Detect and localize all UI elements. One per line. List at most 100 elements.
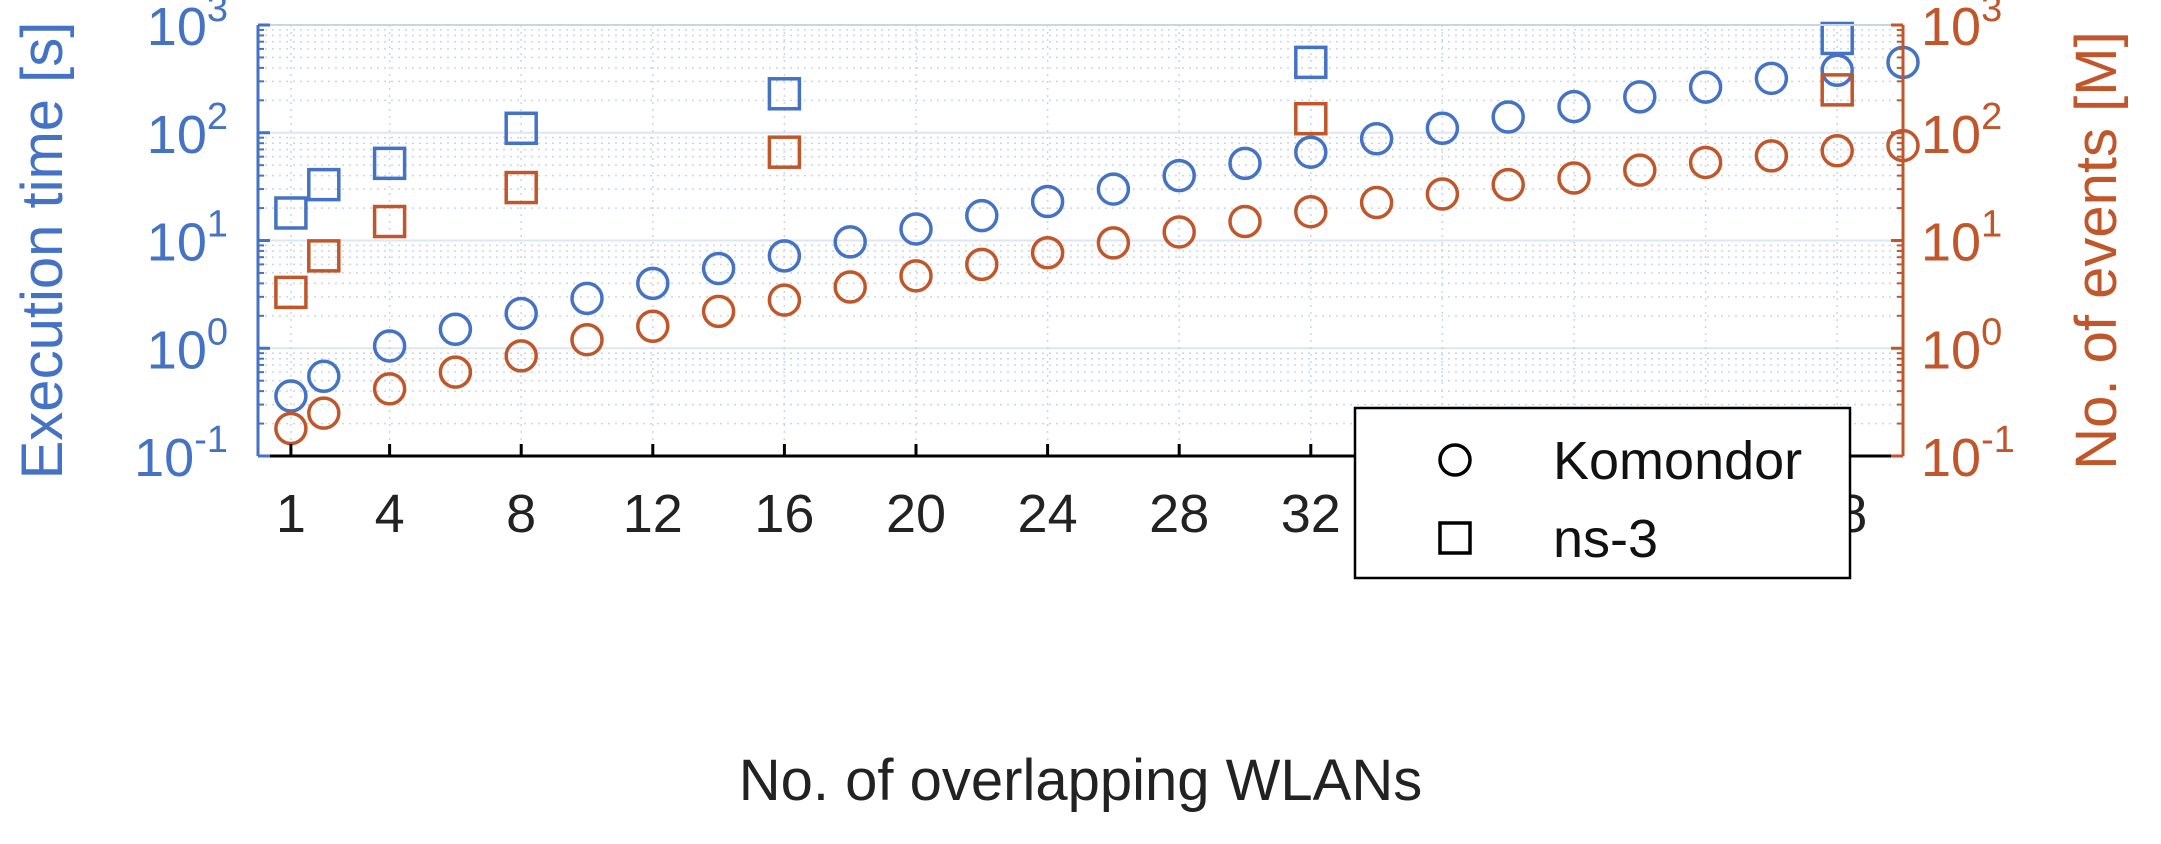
right-y-tick-label: 103 [1921, 0, 2002, 57]
data-point [372, 204, 407, 239]
data-point [636, 309, 670, 344]
legend-marker-square [1438, 521, 1472, 555]
x-tick-label: 28 [1149, 484, 1209, 544]
series-ns-3-right [274, 73, 1854, 310]
data-point [504, 111, 538, 146]
data-point [1754, 139, 1789, 173]
data-point [1491, 100, 1525, 134]
data-point [1096, 172, 1131, 206]
left-y-tick-label: 102 [147, 96, 228, 165]
x-tick-label: 20 [886, 484, 946, 544]
data-point [1294, 135, 1328, 169]
right-y-tick-label: 101 [1921, 204, 2002, 273]
left-y-tick-label: 101 [147, 204, 228, 273]
x-tick-label: 8 [506, 484, 536, 544]
legend-box [1353, 406, 1852, 580]
x-tick-label: 16 [754, 484, 814, 544]
data-point [636, 266, 670, 301]
data-point [274, 275, 308, 310]
data-point [1359, 121, 1394, 156]
data-point [438, 312, 473, 347]
left-y-axis-label: Execution time [s] [10, 22, 75, 480]
x-tick-label: 1 [276, 484, 306, 544]
legend-label: Komondor [1553, 431, 1802, 491]
data-point [767, 239, 802, 273]
data-point [1623, 80, 1657, 114]
data-point [1820, 73, 1854, 107]
data-point [307, 239, 341, 273]
data-point [570, 281, 604, 316]
x-tick-label: 32 [1281, 484, 1341, 544]
data-point [372, 372, 407, 406]
data-point [1294, 101, 1328, 136]
data-point [1491, 167, 1525, 202]
series-ns-3-left [274, 21, 1854, 230]
legend: Komondor ns-3 [1353, 406, 1852, 580]
data-point [899, 259, 933, 293]
data-point [1688, 70, 1723, 104]
data-point [1294, 194, 1328, 229]
data-point [307, 396, 341, 430]
legend-marker-circle [1438, 443, 1472, 477]
left-y-tick-label: 10-1 [134, 419, 228, 488]
data-point [1228, 146, 1262, 181]
data-marks [274, 21, 1920, 446]
data-point [701, 251, 736, 286]
data-point [1557, 89, 1591, 124]
right-y-tick-label: 100 [1921, 311, 2002, 380]
data-point [833, 225, 867, 259]
left-y-tick-label: 103 [147, 0, 228, 57]
data-point [1096, 226, 1131, 260]
data-point [767, 77, 802, 111]
data-point [372, 329, 407, 363]
data-point [570, 322, 604, 357]
data-point [1228, 204, 1262, 239]
data-point [274, 379, 308, 413]
data-point [965, 247, 999, 282]
right-y-tick-label: 10-1 [1921, 419, 2015, 488]
data-point [767, 135, 802, 169]
data-point [307, 167, 341, 202]
data-point [1688, 145, 1723, 180]
right-y-axis-label: No. of events [M] [2064, 31, 2129, 469]
data-point [1557, 161, 1591, 195]
left-y-tick-label: 100 [147, 311, 228, 380]
data-point [1425, 177, 1460, 211]
series-komondor-left [274, 45, 1920, 413]
data-point [1754, 61, 1789, 96]
data-point [1820, 21, 1854, 56]
data-point [438, 355, 473, 389]
data-point [833, 270, 867, 304]
data-point [372, 146, 407, 181]
tick-labels: 10-1 10-1 100 100 101 101 102 102 103 103 1 4 8 12 16 2… [134, 0, 2015, 544]
right-y-tick-label: 102 [1921, 96, 2002, 165]
data-point [767, 283, 802, 317]
data-point [1030, 235, 1065, 270]
data-point [1820, 53, 1854, 88]
x-axis-label: No. of overlapping WLANs [739, 748, 1422, 813]
data-point [1820, 134, 1854, 168]
data-point [1030, 184, 1065, 219]
data-point [1359, 185, 1394, 220]
data-point [504, 170, 538, 205]
legend-label: ns-3 [1553, 509, 1658, 569]
data-point [701, 294, 736, 329]
data-point [504, 339, 538, 373]
x-tick-label: 4 [375, 484, 405, 544]
data-point [274, 411, 308, 446]
grid [258, 24, 1903, 457]
data-point [274, 196, 308, 230]
x-tick-label: 12 [623, 484, 683, 544]
data-point [307, 359, 341, 393]
data-point [1425, 111, 1460, 146]
series-komondor-right [274, 128, 1920, 446]
x-tick-label: 24 [1018, 484, 1078, 544]
data-point [504, 296, 538, 331]
data-point [1162, 215, 1196, 249]
data-point [965, 198, 999, 233]
data-point [1623, 153, 1657, 187]
data-point [899, 212, 933, 246]
data-point [1162, 158, 1196, 193]
data-point [1294, 45, 1328, 80]
